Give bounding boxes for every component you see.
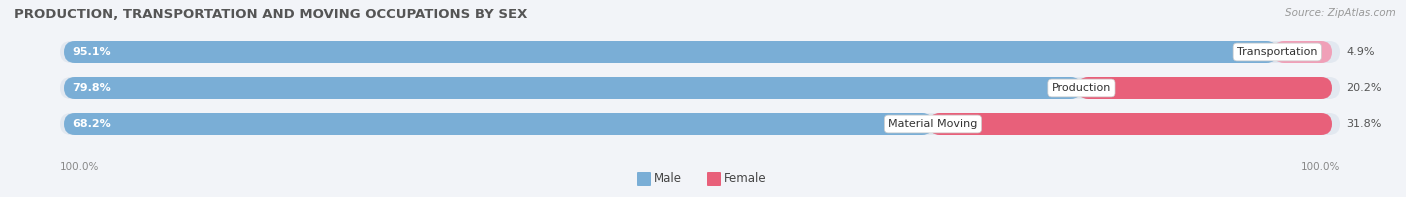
- Text: 79.8%: 79.8%: [72, 83, 111, 93]
- Text: Male: Male: [654, 173, 682, 186]
- Text: Female: Female: [724, 173, 766, 186]
- Text: 100.0%: 100.0%: [60, 162, 100, 172]
- FancyBboxPatch shape: [65, 113, 934, 135]
- FancyBboxPatch shape: [929, 113, 1331, 135]
- FancyBboxPatch shape: [65, 41, 1277, 63]
- FancyBboxPatch shape: [65, 77, 1081, 99]
- FancyBboxPatch shape: [707, 172, 721, 186]
- Text: PRODUCTION, TRANSPORTATION AND MOVING OCCUPATIONS BY SEX: PRODUCTION, TRANSPORTATION AND MOVING OC…: [14, 8, 527, 21]
- Text: 4.9%: 4.9%: [1346, 47, 1375, 57]
- Text: 95.1%: 95.1%: [72, 47, 111, 57]
- Text: 68.2%: 68.2%: [72, 119, 111, 129]
- Text: Material Moving: Material Moving: [889, 119, 977, 129]
- Text: 20.2%: 20.2%: [1346, 83, 1382, 93]
- FancyBboxPatch shape: [60, 41, 1340, 63]
- FancyBboxPatch shape: [1077, 77, 1331, 99]
- Text: Transportation: Transportation: [1237, 47, 1317, 57]
- Text: 31.8%: 31.8%: [1346, 119, 1381, 129]
- Text: Source: ZipAtlas.com: Source: ZipAtlas.com: [1285, 8, 1396, 18]
- FancyBboxPatch shape: [60, 77, 1340, 99]
- FancyBboxPatch shape: [1274, 41, 1331, 63]
- Text: 100.0%: 100.0%: [1301, 162, 1340, 172]
- FancyBboxPatch shape: [637, 172, 651, 186]
- Text: Production: Production: [1052, 83, 1111, 93]
- FancyBboxPatch shape: [60, 113, 1340, 135]
